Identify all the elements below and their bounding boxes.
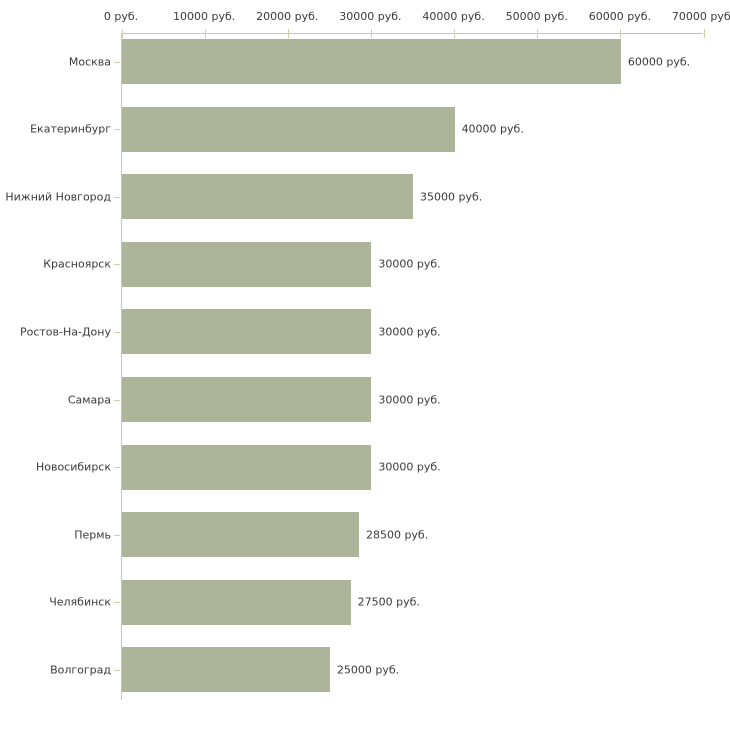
category-label: Пермь xyxy=(74,528,111,542)
category-label: Москва xyxy=(68,55,111,68)
category-tick-mark xyxy=(114,534,120,536)
x-axis-tick-label: 60000 руб. xyxy=(588,10,651,23)
category-label: Екатеринбург xyxy=(30,122,111,136)
value-label: 30000 руб. xyxy=(378,325,441,339)
bar xyxy=(122,444,372,490)
x-axis-tick-mark xyxy=(370,29,372,38)
bar xyxy=(122,241,372,287)
bar xyxy=(122,647,330,693)
category-tick-mark xyxy=(114,467,120,469)
value-label: 30000 руб. xyxy=(378,460,441,474)
x-axis-tick-label: 40000 руб. xyxy=(422,10,485,23)
x-axis-tick-mark xyxy=(204,29,206,38)
value-label: 35000 руб. xyxy=(420,190,483,204)
value-label: 25000 руб. xyxy=(336,663,400,677)
category-label: Челябинск xyxy=(49,595,111,609)
x-axis-tick-label: 30000 руб. xyxy=(339,10,402,23)
bar xyxy=(122,579,351,625)
x-axis-tick-label: 50000 руб. xyxy=(505,10,568,23)
category-label: Красноярск xyxy=(43,257,111,271)
x-axis-tick-label: 20000 руб. xyxy=(256,10,319,23)
category-label: Новосибирск xyxy=(35,460,111,474)
category-label: Самара xyxy=(67,393,111,406)
value-label: 30000 руб. xyxy=(378,393,441,406)
category-tick-mark xyxy=(114,399,120,401)
x-axis-tick-mark xyxy=(287,29,289,38)
x-axis-tick-mark xyxy=(620,29,622,38)
category-tick-mark xyxy=(114,264,120,266)
x-axis-tick-mark xyxy=(537,29,539,38)
bar xyxy=(122,512,359,558)
value-label: 27500 руб. xyxy=(357,595,420,609)
bar xyxy=(122,309,372,355)
category-tick-mark xyxy=(114,602,120,604)
category-tick-mark xyxy=(114,129,120,131)
bar xyxy=(122,106,455,152)
x-axis-tick-mark xyxy=(703,29,705,38)
x-axis-tick-mark xyxy=(454,29,456,38)
bar xyxy=(122,39,621,84)
plot-area: Москва 60000 руб. Екатеринбург 40000 руб. Ни… xyxy=(5,29,705,700)
value-label: 40000 руб. xyxy=(461,122,524,136)
category-tick-mark xyxy=(114,61,120,63)
x-axis-tick-label: 10000 руб. xyxy=(173,10,236,23)
bar xyxy=(122,377,372,422)
value-label: 28500 руб. xyxy=(365,528,429,542)
category-tick-mark xyxy=(114,669,120,671)
category-tick-mark xyxy=(114,331,120,333)
x-axis-tick-mark xyxy=(121,29,123,38)
category-label: Ростов-На-Дону xyxy=(19,325,111,339)
category-tick-mark xyxy=(114,196,120,198)
category-label: Нижний Новгород xyxy=(5,190,111,204)
value-label: 60000 руб. xyxy=(627,55,691,68)
category-label: Волгоград xyxy=(50,663,111,677)
bar xyxy=(122,174,413,220)
x-axis-tick-label: 70000 руб. xyxy=(671,10,730,23)
value-label: 30000 руб. xyxy=(378,257,441,271)
x-axis-tick-label: 0 руб. xyxy=(103,10,139,23)
